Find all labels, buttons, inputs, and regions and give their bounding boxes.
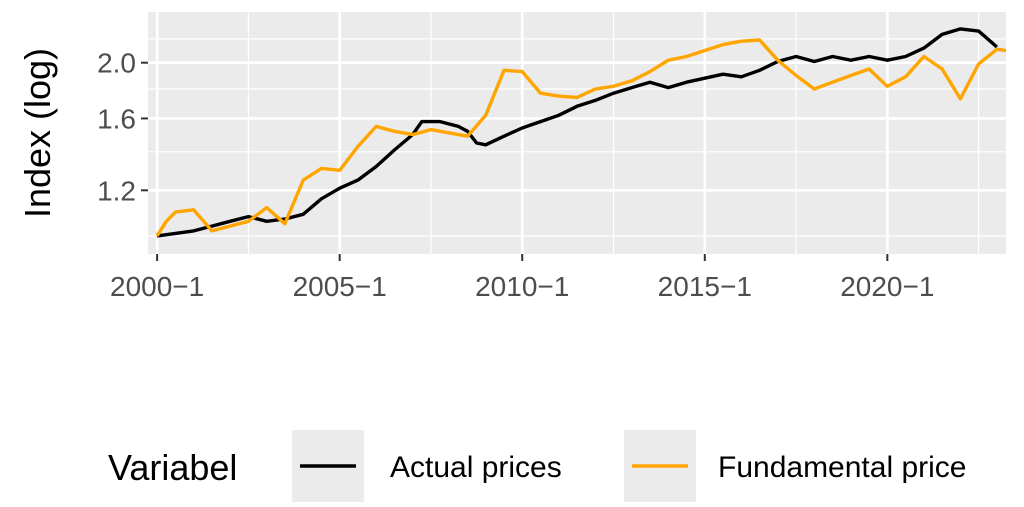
legend-items: Actual prices Fundamental price <box>292 430 966 502</box>
series-lines <box>155 27 1007 238</box>
y-tick-label: 1.6 <box>97 103 136 134</box>
legend: Variabel Actual prices Fundamental price <box>108 430 966 502</box>
panel-background <box>148 12 1006 254</box>
x-tick-label: 2005−1 <box>293 271 387 302</box>
x-tick-label: 2015−1 <box>658 271 752 302</box>
legend-label: Actual prices <box>390 451 562 484</box>
x-tick-label: 2010−1 <box>475 271 569 302</box>
series-line-fundamental-price <box>155 38 1007 237</box>
y-tick-label: 1.2 <box>97 175 136 206</box>
axis-ticks <box>141 61 889 261</box>
series-line-actual-prices <box>156 27 999 238</box>
x-tick-label: 2020−1 <box>840 271 934 302</box>
x-tick-label: 2000−1 <box>110 271 204 302</box>
y-tick-labels: 1.2 1.6 2.0 <box>97 48 136 207</box>
y-tick-label: 2.0 <box>97 48 136 79</box>
grid-minor <box>148 12 1006 254</box>
legend-label: Fundamental price <box>718 451 966 484</box>
x-tick-labels: 2000−1 2005−1 2010−1 2015−1 2020−1 <box>110 271 934 302</box>
legend-title: Variabel <box>108 447 237 488</box>
y-axis-title: Index (log) <box>17 48 58 218</box>
grid-major <box>148 12 1006 254</box>
